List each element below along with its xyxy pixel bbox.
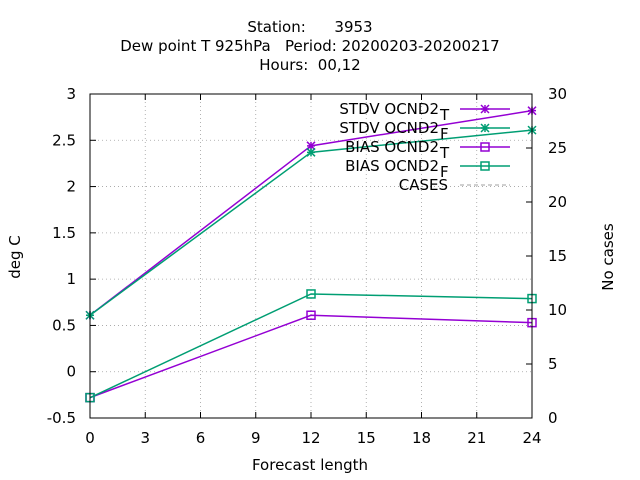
x-tick-label: 3 <box>140 429 150 447</box>
title-line-3: Hours: 00,12 <box>259 56 360 74</box>
ticks: 0 3 6 9 12 15 18 21 24-0.500.511.522.53051015202… <box>47 85 567 447</box>
data-point <box>306 310 316 320</box>
y-tick-label: 0 <box>66 363 76 381</box>
legend-marker <box>480 123 490 133</box>
series-line-0 <box>89 109 533 316</box>
y2-tick-label: 20 <box>548 193 567 211</box>
title-line-1: Station: 3953 <box>247 18 372 36</box>
y2-tick-label: 30 <box>548 85 567 103</box>
legend-label: STDV OCND2 <box>339 119 439 137</box>
x-tick-label: 12 <box>301 429 320 447</box>
legend-label: BIAS OCND2 <box>345 157 439 175</box>
x-tick-label: 18 <box>412 429 431 447</box>
legend-subscript: T <box>439 106 450 124</box>
y2-tick-label: 25 <box>548 139 567 157</box>
x-tick-label: 9 <box>251 429 261 447</box>
legend-label: CASES <box>399 176 448 194</box>
y-tick-label: 1.5 <box>52 224 76 242</box>
series-line-2 <box>89 314 533 399</box>
legend-subscript: F <box>440 163 449 181</box>
legend-subscript: T <box>439 144 450 162</box>
y2-tick-label: 15 <box>548 247 567 265</box>
legend-label: STDV OCND2 <box>339 100 439 118</box>
x-axis-label: Forecast length <box>252 456 368 474</box>
y2-tick-label: 10 <box>548 301 567 319</box>
series-line-3 <box>89 293 533 399</box>
y-tick-label: 0.5 <box>52 316 76 334</box>
x-tick-label: 0 <box>85 429 95 447</box>
y-tick-label: 2.5 <box>52 131 76 149</box>
x-tick-label: 15 <box>357 429 376 447</box>
legend-subscript: F <box>440 125 449 143</box>
data-point <box>306 141 316 151</box>
y-tick-label: -0.5 <box>47 409 76 427</box>
data-point <box>306 289 316 299</box>
y2-tick-label: 0 <box>548 409 558 427</box>
legend-marker <box>480 104 490 114</box>
title-line-2: Dew point T 925hPa Period: 20200203-2020… <box>120 37 499 55</box>
data-point <box>306 147 316 157</box>
y2-tick-label: 5 <box>548 355 558 373</box>
x-tick-label: 6 <box>196 429 206 447</box>
x-tick-label: 24 <box>522 429 541 447</box>
legend-label: BIAS OCND2 <box>345 138 439 156</box>
y2-axis-label: No cases <box>599 223 617 291</box>
x-tick-label: 21 <box>467 429 486 447</box>
legend-marker <box>480 161 490 171</box>
y-tick-label: 1 <box>66 270 76 288</box>
y-tick-label: 2 <box>66 178 76 196</box>
y-axis-label: deg C <box>6 235 24 279</box>
legend-marker <box>480 142 490 152</box>
y-tick-label: 3 <box>66 85 76 103</box>
